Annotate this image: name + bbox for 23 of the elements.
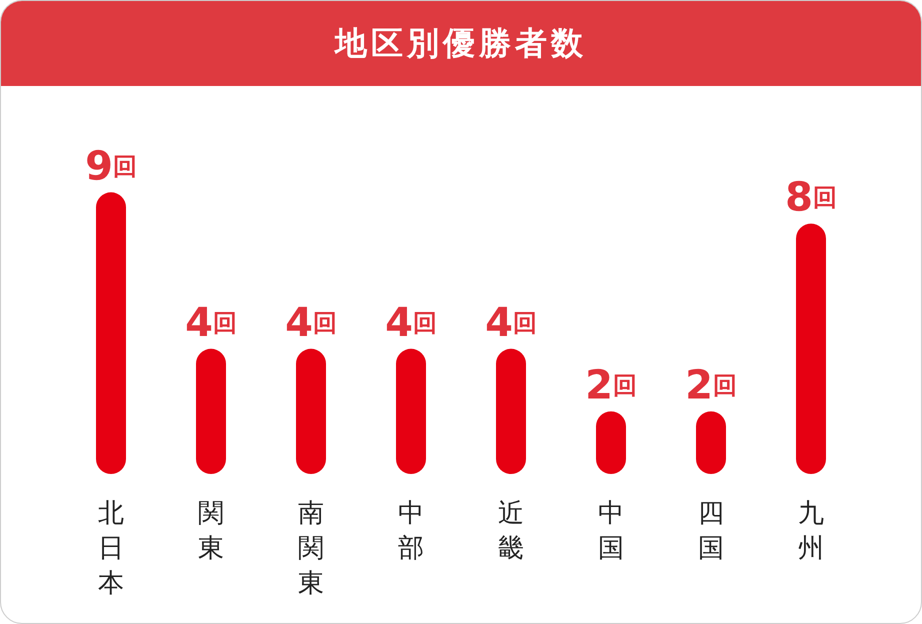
data-label: 8回 — [785, 174, 837, 221]
bar — [296, 348, 326, 474]
x-tick-label: 北日本 — [98, 498, 124, 598]
bar — [796, 224, 826, 474]
x-tick-label: 近畿 — [498, 498, 524, 564]
data-label: 4回 — [485, 300, 537, 346]
data-label: 2回 — [585, 362, 637, 408]
data-label: 4回 — [385, 300, 437, 346]
bar — [396, 348, 426, 474]
data-label: 4回 — [285, 300, 337, 346]
data-label: 2回 — [685, 362, 737, 408]
x-tick-label: 関東 — [198, 498, 224, 564]
data-label: 9回 — [85, 143, 137, 190]
chart-title: 地区別優勝者数 — [1, 1, 921, 86]
data-label: 4回 — [185, 300, 237, 346]
x-tick-label: 中部 — [398, 498, 424, 564]
x-tick-label: 四国 — [698, 498, 724, 564]
x-tick-label: 南関東 — [298, 498, 324, 598]
x-tick-label: 中国 — [598, 498, 624, 564]
bar — [496, 348, 526, 474]
bar — [196, 348, 226, 474]
bar — [96, 192, 126, 474]
x-tick-label: 九州 — [798, 498, 824, 564]
